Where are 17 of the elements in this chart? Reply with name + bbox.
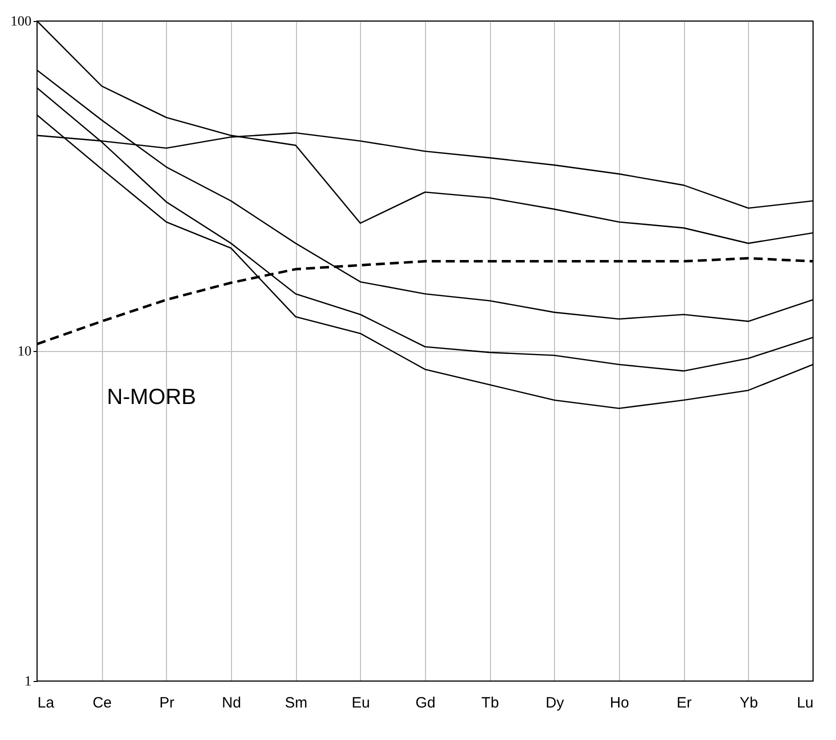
text: N-MORB [106, 384, 196, 410]
x-tick-label: Dy [546, 694, 564, 712]
y-tick-label: 100 [10, 14, 32, 30]
x-tick-label: Ce [92, 694, 112, 712]
x-tick-label: Nd [222, 694, 242, 712]
x-tick-label: Sm [284, 694, 308, 712]
y-tick-label: 10 [18, 344, 32, 360]
x-tick-label: Pr [159, 694, 174, 712]
x-tick-label: Yb [740, 694, 758, 712]
x-tick-label: Tb [481, 694, 499, 712]
x-tick-label: Er [676, 694, 692, 712]
x-tick-label: Gd [415, 694, 436, 712]
x-tick-label: Ho [610, 694, 630, 712]
y-tick-label: 1 [24, 674, 32, 690]
x-tick-label: Eu [352, 694, 370, 712]
x-tick-label: Lu [796, 694, 814, 712]
x-tick-label: La [38, 694, 55, 712]
